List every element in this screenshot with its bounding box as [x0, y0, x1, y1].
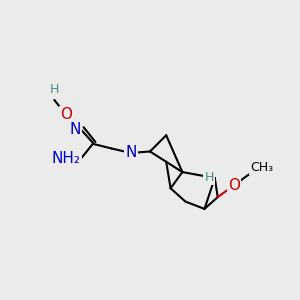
Text: CH₃: CH₃ — [250, 160, 273, 174]
Text: N: N — [69, 122, 81, 137]
Text: N: N — [125, 146, 136, 160]
Text: H: H — [205, 172, 214, 184]
Text: O: O — [60, 107, 72, 122]
Text: NH₂: NH₂ — [52, 151, 81, 166]
Text: O: O — [228, 178, 240, 193]
Text: H: H — [50, 82, 59, 95]
